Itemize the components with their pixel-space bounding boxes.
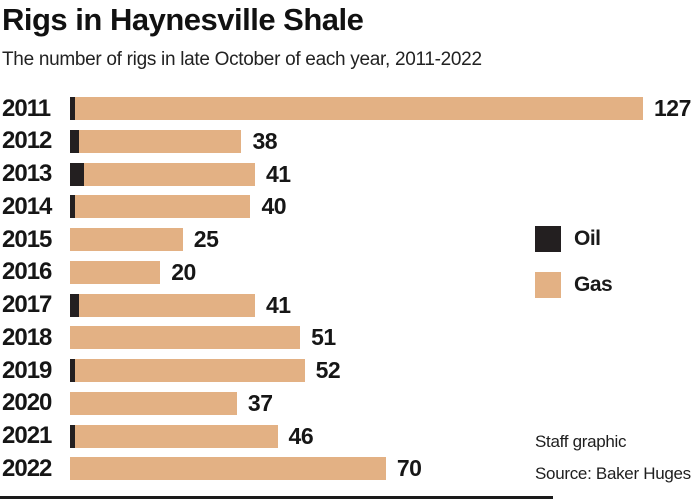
oil-bar-segment — [70, 424, 75, 448]
oil-bar-segment — [70, 129, 80, 153]
source-line: Source: Baker Huges — [535, 464, 691, 483]
year-label: 2021 — [2, 422, 52, 449]
gas-bar-segment — [74, 359, 305, 382]
oil-bar-segment — [70, 162, 84, 186]
year-label: 2013 — [2, 160, 52, 187]
value-label: 46 — [288, 422, 314, 449]
gas-bar-segment — [70, 391, 237, 415]
bottom-rule — [0, 496, 553, 499]
value-label: 51 — [311, 324, 336, 351]
chart-row-2022: 2022 70 — [0, 454, 422, 482]
chart-row-2016: 2016 20 — [0, 258, 196, 286]
year-label: 2014 — [2, 192, 52, 220]
value-label: 20 — [171, 258, 196, 285]
gas-bar-segment — [70, 326, 301, 350]
gas-bar-segment — [79, 293, 255, 317]
gas-bar-segment — [74, 97, 643, 120]
gas-bar-segment — [70, 457, 386, 481]
legend-item-oil: Oil — [535, 226, 612, 252]
value-label: 25 — [193, 226, 219, 252]
year-label: 2019 — [2, 356, 52, 384]
gas-bar-segment — [70, 260, 161, 284]
value-label: 70 — [396, 455, 422, 482]
year-label: 2018 — [2, 323, 52, 351]
gas-bar-segment — [83, 162, 255, 186]
chart-row-2013: 2013 41 — [0, 160, 291, 187]
chart-row-2018: 2018 51 — [0, 323, 336, 351]
oil-bar-segment — [70, 293, 80, 317]
gas-bar-segment — [79, 129, 242, 153]
chart-row-2012: 2012 38 — [0, 127, 278, 155]
gas-bar-segment — [70, 228, 183, 251]
gas-bar-segment — [74, 424, 278, 448]
oil-bar-segment — [70, 97, 75, 120]
year-label: 2011 — [2, 94, 51, 122]
gas-bar-segment — [74, 195, 251, 219]
value-label: 41 — [265, 291, 291, 318]
oil-bar-segment — [70, 359, 75, 382]
chart-title: Rigs in Haynesville Shale — [2, 2, 364, 37]
value-label: 37 — [247, 389, 273, 416]
value-label: 127 — [653, 95, 691, 121]
chart-row-2011: 2011 127 — [0, 94, 691, 122]
gas-swatch — [535, 272, 561, 298]
year-label: 2020 — [2, 389, 52, 417]
year-label: 2015 — [2, 225, 52, 253]
year-label: 2016 — [2, 258, 52, 286]
legend: Oil Gas — [535, 226, 613, 318]
value-label: 41 — [265, 160, 291, 187]
chart-subtitle: The number of rigs in late October of ea… — [2, 49, 482, 70]
chart-row-2017: 2017 41 — [0, 291, 291, 318]
year-label: 2022 — [2, 454, 52, 482]
chart-row-2019: 2019 52 — [0, 356, 341, 384]
oil-legend-label: Oil — [574, 227, 601, 250]
year-label: 2017 — [2, 291, 52, 318]
value-label: 52 — [315, 357, 341, 383]
oil-swatch — [535, 226, 561, 252]
chart-row-2021: 2021 46 — [0, 422, 314, 449]
gas-legend-label: Gas — [574, 273, 613, 296]
chart-row-2014: 2014 40 — [0, 192, 287, 220]
value-label: 38 — [252, 127, 278, 154]
legend-item-gas: Gas — [535, 272, 613, 298]
chart-row-2020: 2020 37 — [0, 389, 273, 417]
value-label: 40 — [261, 193, 287, 220]
credit-line: Staff graphic — [535, 432, 627, 451]
chart-row-2015: 2015 25 — [0, 225, 219, 253]
oil-bar-segment — [70, 195, 75, 219]
year-label: 2012 — [2, 127, 52, 155]
